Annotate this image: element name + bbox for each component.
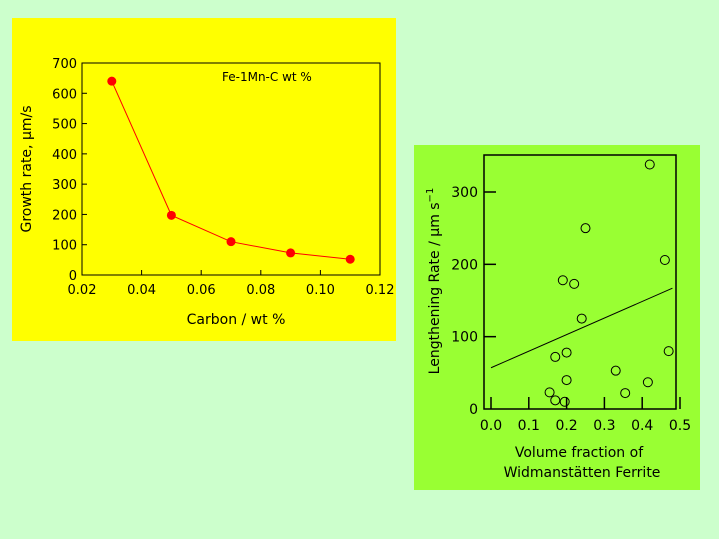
y-tick-label: 300 xyxy=(52,178,77,193)
x-tick-label: 0.06 xyxy=(187,283,216,298)
data-point xyxy=(107,76,117,86)
data-point xyxy=(166,210,176,220)
data-point xyxy=(561,375,572,386)
series-line xyxy=(111,80,351,260)
data-series xyxy=(107,76,355,264)
plot-frame xyxy=(81,62,381,276)
chart-annotation: Fe-1Mn-C wt % xyxy=(222,70,312,84)
lengthening-rate-chart-panel: Volume fraction of Widmanstätten Ferrite… xyxy=(414,145,700,490)
data-point xyxy=(345,254,355,264)
data-point xyxy=(559,396,570,407)
data-series xyxy=(490,159,674,407)
axis-ticks: 0.02 0.04 0.06 0.08 0.10 0.12 0 100 200 300 400 500… xyxy=(52,57,394,298)
y-tick-label: 200 xyxy=(52,208,77,223)
data-point xyxy=(550,351,561,362)
x-tick-label: 0.1 xyxy=(518,418,540,434)
x-tick-label: 0.10 xyxy=(306,283,335,298)
data-point xyxy=(659,254,670,265)
x-axis-label: Carbon / wt % xyxy=(187,312,286,328)
lengthening-rate-chart: Volume fraction of Widmanstätten Ferrite… xyxy=(425,154,691,481)
y-tick-label: 300 xyxy=(451,185,478,201)
y-axis-label-main: Lengthening Rate / µm s xyxy=(427,202,443,374)
x-tick-label: 0.04 xyxy=(127,283,156,298)
data-point xyxy=(544,387,555,398)
data-point xyxy=(286,248,296,258)
data-point xyxy=(550,395,561,406)
data-point xyxy=(620,388,631,399)
x-tick-label: 0.3 xyxy=(593,418,615,434)
y-tick-label: 0 xyxy=(69,269,77,284)
data-point xyxy=(642,377,653,388)
y-axis-label: Growth rate, µm/s xyxy=(19,105,35,232)
x-tick-label: 0.4 xyxy=(631,418,653,434)
x-axis-label-line2: Widmanstätten Ferrite xyxy=(504,465,661,481)
x-tick-label: 0.2 xyxy=(555,418,577,434)
y-tick-label: 200 xyxy=(451,257,478,273)
data-point xyxy=(610,365,621,376)
y-tick-label: 500 xyxy=(52,118,77,133)
x-tick-label: 0.12 xyxy=(366,283,395,298)
data-point xyxy=(663,346,674,357)
y-tick-label: 600 xyxy=(52,87,77,102)
fit-line xyxy=(490,287,673,369)
x-tick-label: 0.0 xyxy=(480,418,502,434)
data-point xyxy=(569,278,580,289)
y-tick-label: 100 xyxy=(451,330,478,346)
y-axis-label: Lengthening Rate / µm s−1 xyxy=(425,188,443,375)
data-point xyxy=(576,313,587,324)
growth-rate-chart-panel: Fe-1Mn-C wt % Carbon / wt % Growth rate,… xyxy=(12,18,396,341)
data-point xyxy=(226,237,236,247)
y-tick-label: 100 xyxy=(52,239,77,254)
x-axis-label-line1: Volume fraction of xyxy=(515,445,644,461)
data-point xyxy=(557,275,568,286)
x-tick-label: 0.08 xyxy=(246,283,275,298)
x-tick-label: 0.5 xyxy=(669,418,691,434)
data-point xyxy=(561,347,572,358)
data-point xyxy=(644,159,655,170)
x-tick-label: 0.02 xyxy=(68,283,97,298)
y-tick-label: 400 xyxy=(52,148,77,163)
data-point xyxy=(580,223,591,234)
y-tick-label: 0 xyxy=(469,402,478,418)
y-axis-label-superscript: −1 xyxy=(425,188,436,203)
y-tick-label: 700 xyxy=(52,57,77,72)
plot-frame xyxy=(483,154,677,410)
growth-rate-chart: Fe-1Mn-C wt % Carbon / wt % Growth rate,… xyxy=(19,57,394,328)
axis-ticks: 0.0 0.1 0.2 0.3 0.4 0.5 0 100 200 300 xyxy=(451,185,691,434)
